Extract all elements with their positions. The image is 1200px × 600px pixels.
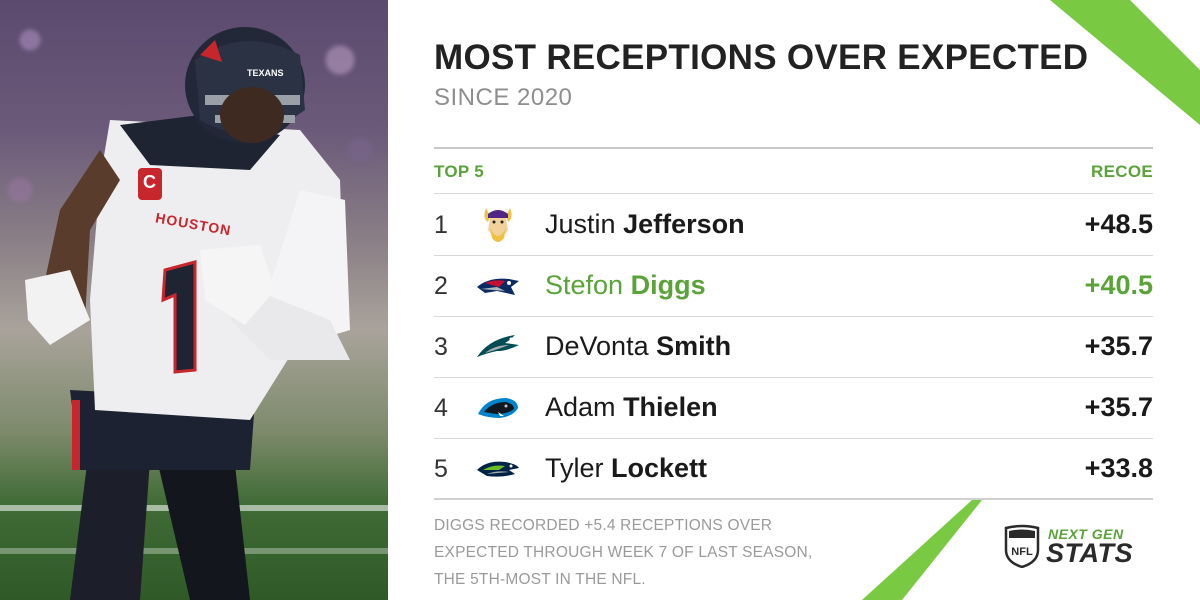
- footnote-line: THE 5TH-MOST IN THE NFL.: [434, 571, 646, 588]
- player-name: DeVonta Smith: [545, 331, 731, 362]
- table-header-recoe: RECOE: [1091, 162, 1153, 181]
- captain-patch-text: C: [143, 172, 156, 192]
- patriots-logo-icon: [474, 264, 522, 308]
- brand-line-1: NEXT GEN: [1048, 526, 1124, 542]
- rank: 4: [434, 394, 448, 422]
- player-name: Tyler Lockett: [545, 453, 707, 484]
- player-first-name: Adam: [545, 392, 616, 422]
- table-row: 3 DeVonta Smith +35.7: [434, 317, 1153, 378]
- vikings-logo-icon: [474, 203, 522, 247]
- player-first-name: Stefon: [545, 270, 624, 300]
- seahawks-logo-icon: [474, 447, 522, 491]
- brand-line-2: STATS: [1046, 538, 1133, 568]
- page-title: MOST RECEPTIONS OVER EXPECTED: [434, 38, 1089, 77]
- page-subtitle: SINCE 2020: [434, 84, 573, 111]
- recoe-value: +35.7: [1084, 392, 1153, 422]
- eagles-logo-icon: [474, 325, 522, 369]
- helmet-text: TEXANS: [247, 68, 284, 78]
- footnote-line: DIGGS RECORDED +5.4 RECEPTIONS OVER: [434, 517, 773, 534]
- footnote-line: EXPECTED THROUGH WEEK 7 OF LAST SEASON,: [434, 544, 813, 561]
- player-first-name: Tyler: [545, 453, 604, 483]
- accent-stripe-bottom: [862, 500, 982, 600]
- nfl-shield-icon: NFL: [1004, 524, 1040, 568]
- player-last-name: Jefferson: [623, 209, 745, 239]
- table-row: 5 Tyler Lockett +33.8: [434, 439, 1153, 500]
- table-header-top5: TOP 5: [434, 162, 485, 181]
- nfl-shield-text: NFL: [1011, 546, 1033, 558]
- player-first-name: DeVonta: [545, 331, 649, 361]
- player-last-name: Diggs: [630, 270, 706, 300]
- player-figure: [25, 27, 350, 600]
- rank: 1: [434, 211, 448, 239]
- table-row: 4 Adam Thielen +35.7: [434, 378, 1153, 439]
- player-name: Adam Thielen: [545, 392, 718, 423]
- recoe-value: +48.5: [1084, 209, 1153, 239]
- rank: 5: [434, 455, 448, 483]
- recoe-value: +35.7: [1084, 331, 1153, 361]
- player-last-name: Lockett: [611, 453, 708, 483]
- player-last-name: Smith: [656, 331, 732, 361]
- recoe-value: +40.5: [1084, 270, 1153, 300]
- rank: 3: [434, 333, 448, 361]
- footnote: DIGGS RECORDED +5.4 RECEPTIONS OVER EXPE…: [434, 512, 854, 593]
- player-photo: HOUSTON C TEXANS 1: [0, 0, 388, 600]
- recoe-value: +33.8: [1084, 453, 1153, 483]
- divider: [434, 147, 1153, 149]
- next-gen-stats-logo: NFL NEXT GEN STATS: [1004, 524, 1154, 568]
- table-row: 2 Stefon Diggs +40.5: [434, 256, 1153, 317]
- player-name: Justin Jefferson: [545, 209, 745, 240]
- player-last-name: Thielen: [623, 392, 718, 422]
- divider: [434, 193, 1153, 194]
- player-name: Stefon Diggs: [545, 270, 706, 301]
- panthers-logo-icon: [474, 386, 522, 430]
- table-row: 1 Justin Jefferson +48.5: [434, 195, 1153, 256]
- accent-stripe-top: [1050, 0, 1200, 125]
- player-first-name: Justin: [545, 209, 616, 239]
- rank: 2: [434, 272, 448, 300]
